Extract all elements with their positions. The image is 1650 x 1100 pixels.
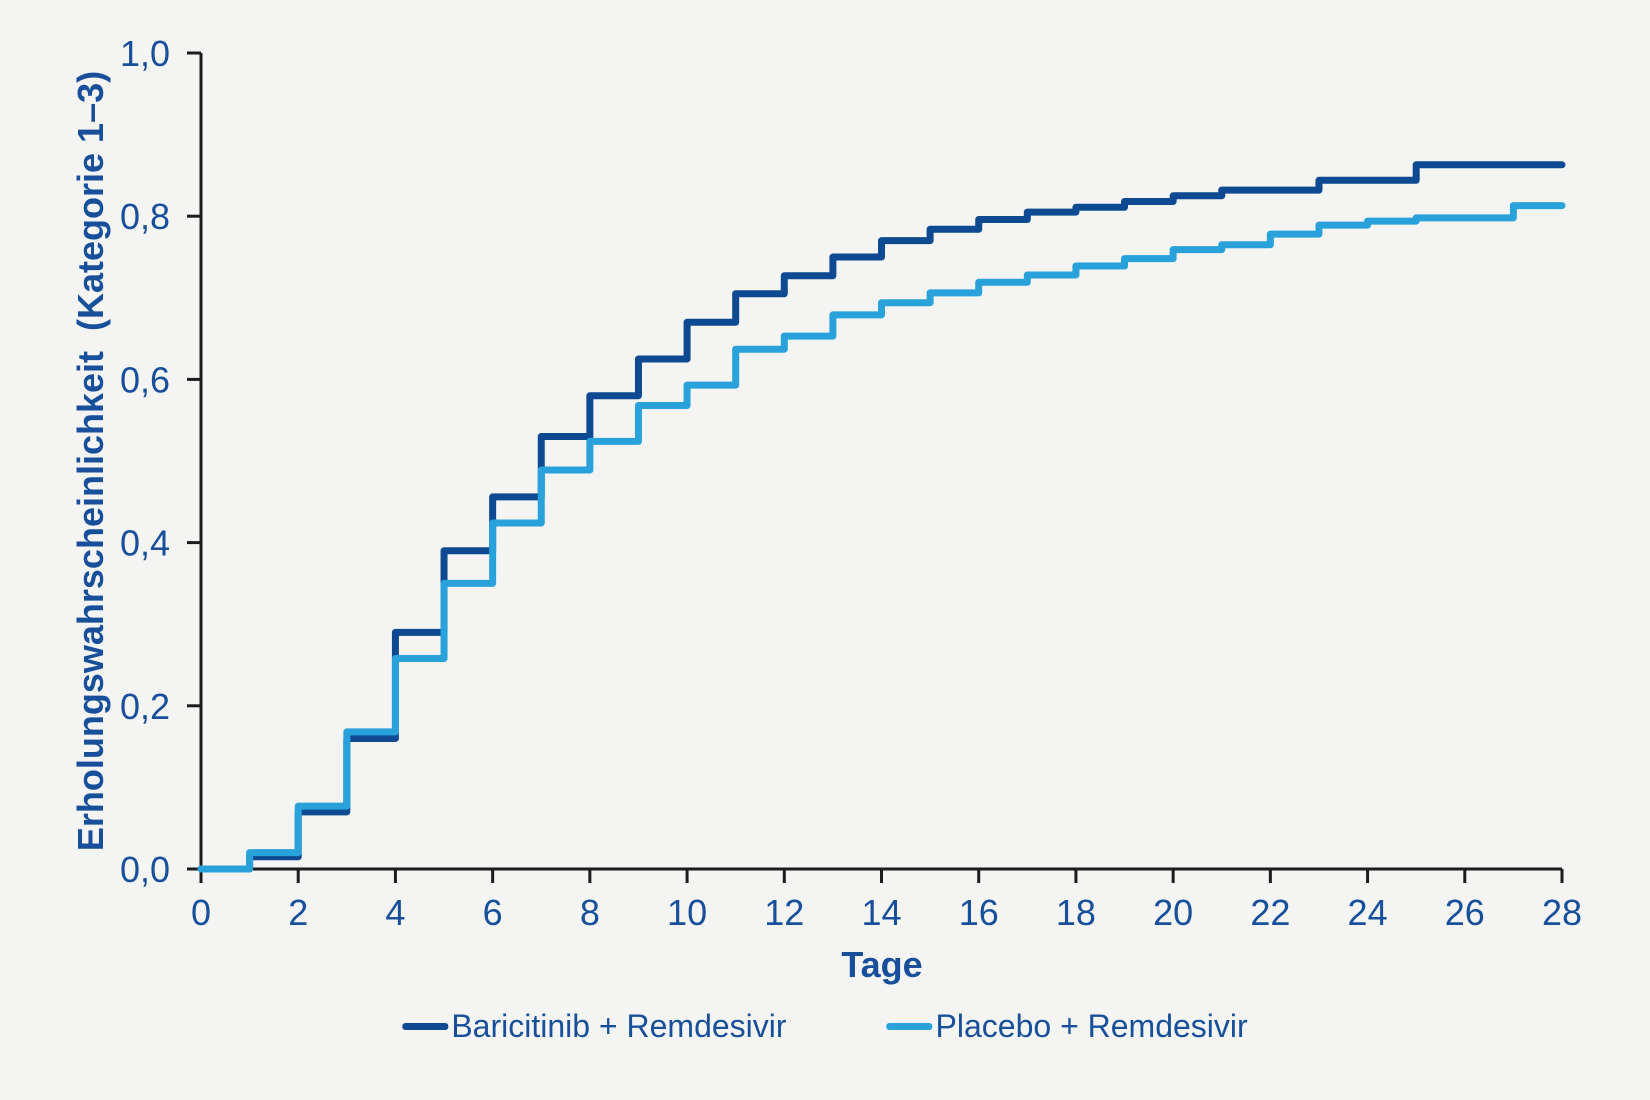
y-tick-label: 0,6	[120, 359, 170, 400]
x-tick-label: 24	[1348, 892, 1388, 933]
y-tick-label: 1,0	[120, 33, 170, 74]
legend-label-placebo: Placebo + Remdesivir	[935, 1008, 1248, 1044]
placebo-line-swatch-icon	[886, 1023, 933, 1030]
y-tick-label: 0,0	[120, 849, 170, 890]
x-tick-label: 16	[959, 892, 999, 933]
x-tick-label: 22	[1250, 892, 1290, 933]
x-tick-label: 20	[1153, 892, 1193, 933]
x-tick-label: 28	[1542, 892, 1582, 933]
series-line-placebo-remdesivir	[197, 202, 1566, 873]
x-tick-label: 2	[288, 892, 308, 933]
legend-item-baricitinib: Baricitinib + Remdesivir	[402, 1008, 787, 1045]
x-tick-label: 12	[764, 892, 804, 933]
x-tick-label: 10	[667, 892, 707, 933]
y-axis-title: Erholungswahrscheinlichkeit (Kategorie 1…	[70, 70, 111, 852]
y-tick-label: 0,2	[120, 686, 170, 727]
x-tick-label: 18	[1056, 892, 1096, 933]
x-axis-title: Tage	[841, 944, 923, 985]
y-tick-label: 0,8	[120, 196, 170, 237]
x-tick-label: 6	[483, 892, 503, 933]
legend: Baricitinib + Remdesivir Placebo + Remde…	[402, 1008, 1248, 1045]
x-tick-label: 0	[191, 892, 211, 933]
x-tick-label: 14	[861, 892, 901, 933]
series-line-baricitinib-remdesivir	[197, 161, 1566, 873]
x-tick-label: 4	[385, 892, 405, 933]
legend-label-baricitinib: Baricitinib + Remdesivir	[451, 1008, 787, 1044]
x-tick-label: 26	[1445, 892, 1485, 933]
x-tick-label: 8	[580, 892, 600, 933]
y-tick-label: 0,4	[120, 523, 170, 564]
baricitinib-line-swatch-icon	[402, 1023, 449, 1030]
legend-item-placebo: Placebo + Remdesivir	[886, 1008, 1248, 1045]
